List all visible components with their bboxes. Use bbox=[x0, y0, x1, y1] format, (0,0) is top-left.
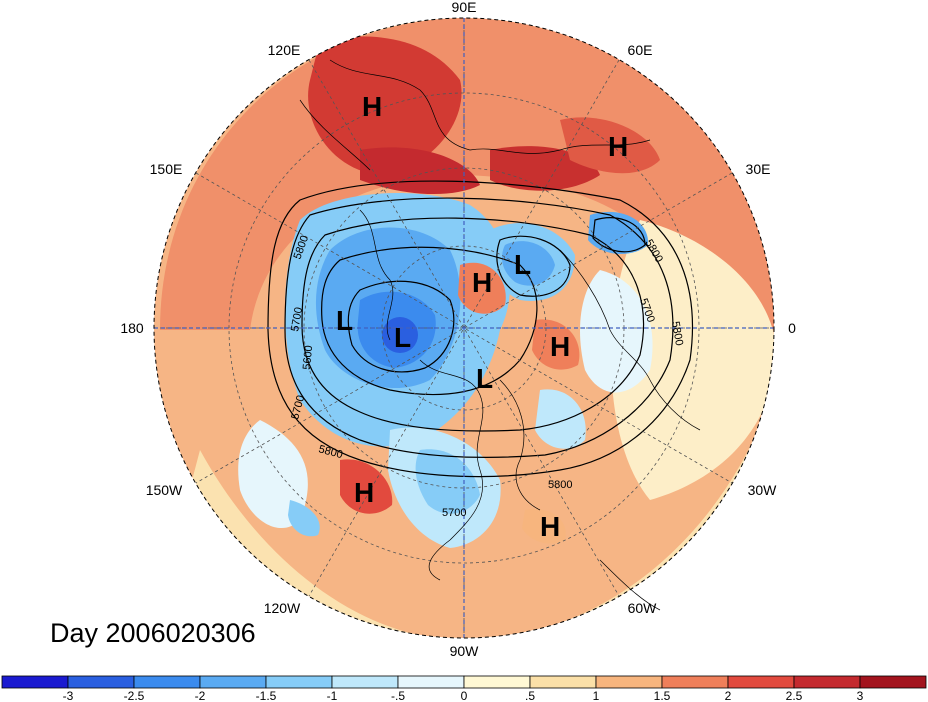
high-pressure-marker: H bbox=[354, 477, 374, 508]
colorbar-tick-label: 3 bbox=[857, 689, 864, 702]
colorbar-swatch bbox=[793, 675, 861, 689]
contour-label: 5700 bbox=[442, 507, 466, 519]
meridian-highlight bbox=[154, 18, 774, 638]
lon-label: 60W bbox=[628, 600, 658, 616]
lon-label: 60E bbox=[628, 42, 653, 58]
lon-label: 120E bbox=[268, 42, 301, 58]
high-pressure-marker: H bbox=[362, 91, 382, 122]
colorbar-tick-label: -3 bbox=[63, 689, 74, 702]
colorbar-tick-label: 1 bbox=[593, 689, 600, 702]
colorbar-tick-label: -2 bbox=[195, 689, 206, 702]
colorbar-swatches bbox=[1, 675, 927, 689]
lon-label: 30W bbox=[748, 482, 778, 498]
colorbar-swatch bbox=[199, 675, 267, 689]
colorbar-tick-label: -1.5 bbox=[256, 689, 277, 702]
colorbar-swatch bbox=[529, 675, 597, 689]
colorbar-swatch bbox=[265, 675, 333, 689]
colorbar-tick-label: 2 bbox=[725, 689, 732, 702]
contour-label: 5800 bbox=[548, 479, 572, 491]
low-pressure-marker: L bbox=[514, 249, 531, 280]
pressure-systems: H H L H L L H L H H bbox=[336, 91, 628, 542]
contour-label: 5800 bbox=[669, 320, 685, 346]
lon-label: 90E bbox=[452, 0, 477, 15]
contour-label: 5700 bbox=[289, 306, 305, 332]
low-pressure-marker: L bbox=[476, 363, 493, 394]
high-pressure-marker: H bbox=[550, 331, 570, 362]
colorbar-tick-label: -1 bbox=[327, 689, 338, 702]
colorbar-swatch bbox=[661, 675, 729, 689]
colorbar-swatch bbox=[1, 675, 69, 689]
colorbar-tick-label: .5 bbox=[525, 689, 535, 702]
lon-label: 180 bbox=[120, 320, 144, 336]
anomaly-field bbox=[154, 18, 774, 638]
colorbar-swatch bbox=[397, 675, 465, 689]
colorbar-swatch bbox=[727, 675, 795, 689]
lon-label: 150E bbox=[150, 161, 183, 177]
colorbar-swatch bbox=[67, 675, 135, 689]
contour-label: 5600 bbox=[301, 345, 315, 370]
date-title: Day 2006020306 bbox=[50, 618, 256, 648]
low-pressure-marker: L bbox=[336, 305, 353, 336]
longitude-labels: 90E 60E 30E 0 30W 60W 90W 120W 150W 180 … bbox=[120, 0, 796, 659]
lon-label: 90W bbox=[450, 643, 480, 659]
colorbar-tick-label: 2.5 bbox=[786, 689, 803, 702]
high-pressure-marker: H bbox=[472, 267, 492, 298]
high-pressure-marker: H bbox=[540, 511, 560, 542]
low-pressure-marker: L bbox=[394, 322, 411, 353]
contour-lines bbox=[267, 180, 693, 478]
colorbar-tick-label: -2.5 bbox=[124, 689, 145, 702]
colorbar-swatch bbox=[331, 675, 399, 689]
lon-label: 30E bbox=[746, 161, 771, 177]
colorbar-tick-label: 1.5 bbox=[654, 689, 671, 702]
colorbar-swatch bbox=[595, 675, 663, 689]
lon-label: 120W bbox=[264, 600, 301, 616]
colorbar-tick-label: 0 bbox=[461, 689, 468, 702]
colorbar-tick-label: -.5 bbox=[391, 689, 405, 702]
high-pressure-marker: H bbox=[608, 131, 628, 162]
lon-label: 150W bbox=[146, 482, 183, 498]
map-boundary bbox=[153, 17, 775, 639]
colorbar-ticks: -3 -2.5 -2 -1.5 -1 -.5 0 .5 1 1.5 2 2.5 3 bbox=[63, 689, 864, 702]
colorbar-swatch bbox=[859, 675, 927, 689]
polar-map: 90E 60E 30E 0 30W 60W 90W 120W 150W 180 … bbox=[120, 0, 796, 659]
coastlines bbox=[299, 59, 701, 611]
lon-label: 0 bbox=[788, 320, 796, 336]
colorbar: -3 -2.5 -2 -1.5 -1 -.5 0 .5 1 1.5 2 2.5 3 bbox=[1, 675, 927, 702]
colorbar-swatch bbox=[463, 675, 531, 689]
colorbar-swatch bbox=[133, 675, 201, 689]
